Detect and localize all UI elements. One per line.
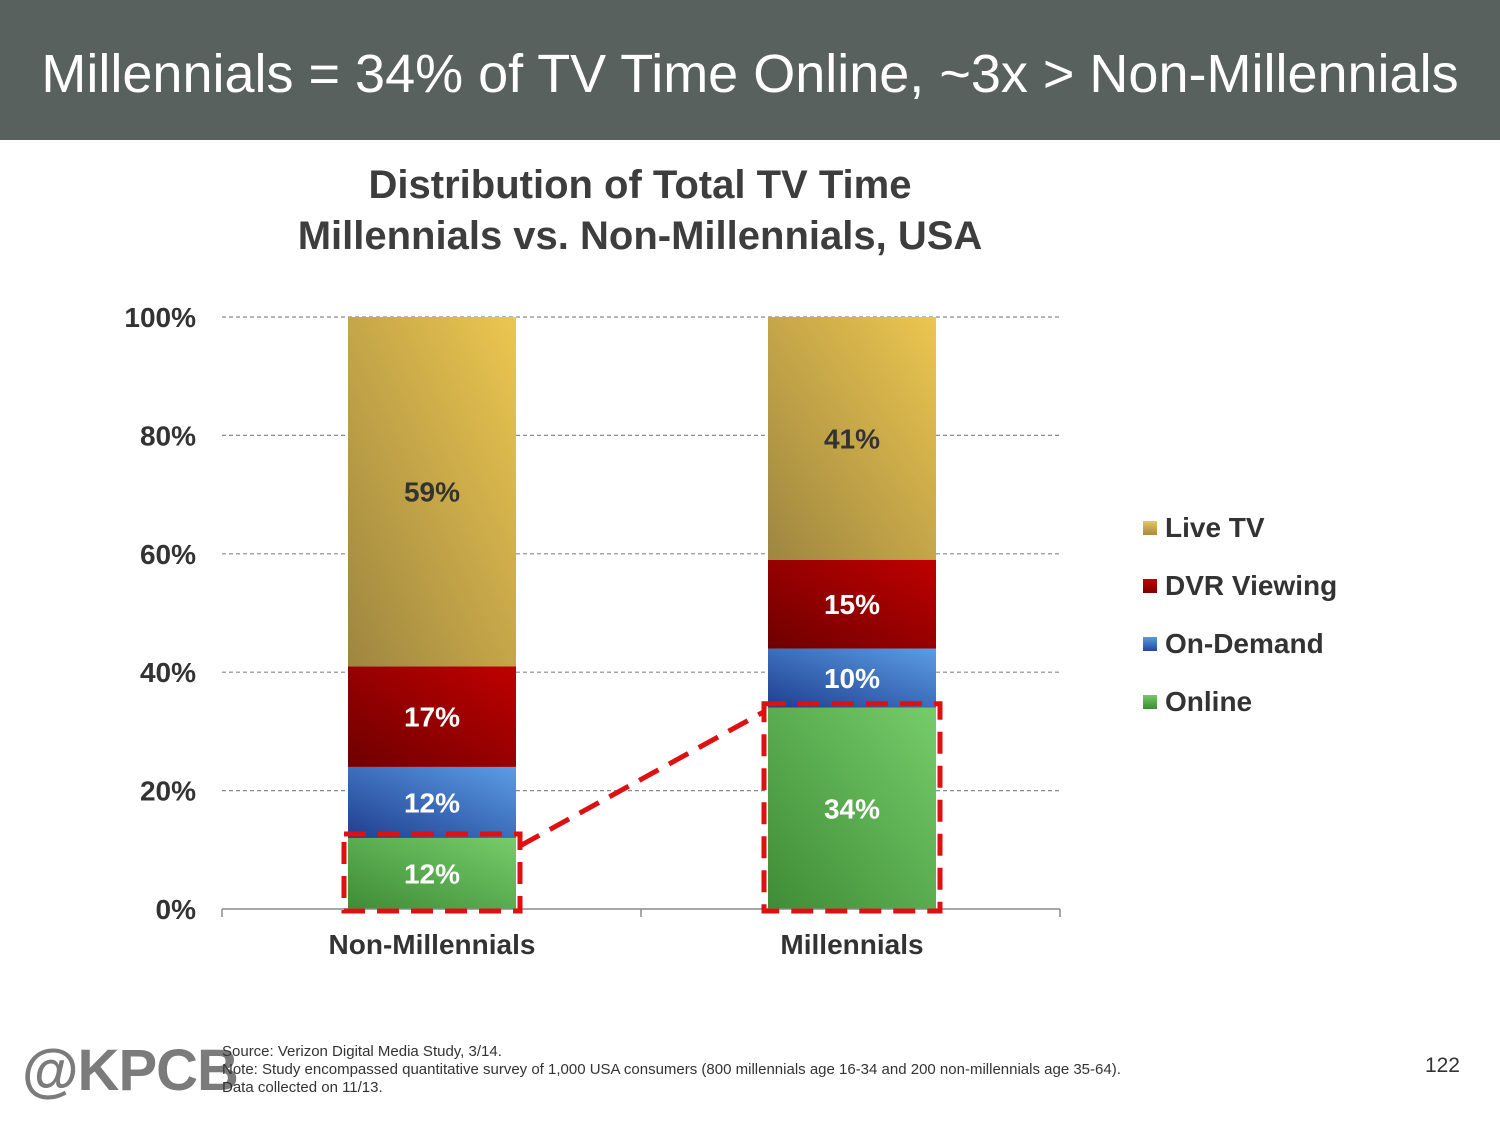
legend-swatch-on-demand [1143,637,1157,651]
chart-subtitle: Millennials vs. Non-Millennials, USA [297,214,983,258]
footnotes: Source: Verizon Digital Media Study, 3/1… [222,1043,1121,1097]
y-tick-label: 20% [140,776,196,807]
chart-title-block: Distribution of Total TV Time Millennial… [140,160,1140,262]
highlight-connector [518,709,766,849]
chart-title: Distribution of Total TV Time [368,163,912,207]
data-label-on-demand-millennials: 10% [824,663,880,694]
legend-item-on-demand: On-Demand [1143,626,1463,662]
slide-title: Millennials = 34% of TV Time Online, ~3x… [41,44,1459,104]
legend-item-dvr-viewing: DVR Viewing [1143,568,1463,604]
data-label-live-tv-millennials: 41% [824,423,880,454]
legend-swatch-live-tv [1143,521,1157,535]
page-number: 122 [1424,1054,1460,1077]
legend-label-dvr-viewing: DVR Viewing [1165,570,1338,601]
bars [348,317,936,909]
bar-dvr-viewing-non-millennials [348,666,516,767]
labels: 12% 12% 17% 59% 34% 10% 15% 41% [404,423,880,889]
highlight-box-millennials [761,701,943,914]
y-tick-label: 0% [156,894,197,925]
y-tick-label: 40% [140,657,196,688]
data-label-on-demand-non-millennials: 12% [404,787,460,818]
data-label-dvr-viewing-millennials: 15% [824,589,880,620]
legend-swatch-online [1143,695,1157,709]
axes: 0% 20% 40% 60% 80% 100% Non-Millennials Millenn… [124,302,1061,960]
x-tick-label-millennials: Millennials [780,929,923,960]
highlight-box-non-millennials [341,831,523,914]
source-note: Source: Verizon Digital Media Study, 3/1… [222,1043,502,1060]
bar-online-millennials [768,707,936,909]
kpcb-logo: @KPCB [22,1038,239,1103]
title-bar [0,0,1500,140]
collection-note: Data collected on 11/13. [222,1079,383,1096]
x-tick-label-non-millennials: Non-Millennials [329,929,536,960]
bar-live-tv-non-millennials [348,317,516,667]
y-tick-label: 100% [124,302,196,333]
legend-label-on-demand: On-Demand [1165,628,1324,659]
bar-online-non-millennials [348,837,516,909]
data-label-online-millennials: 34% [824,793,880,824]
legend-label-online: Online [1165,686,1253,717]
legend-item-live-tv: Live TV [1143,510,1463,546]
bar-live-tv-millennials [768,317,936,560]
legend-label-live-tv: Live TV [1165,512,1265,543]
legend-swatch-dvr-viewing [1143,579,1157,593]
bar-dvr-viewing-millennials [768,559,936,649]
legend-item-online: Online [1143,684,1463,720]
data-label-live-tv-non-millennials: 59% [404,477,460,508]
y-tick-label: 80% [140,420,196,451]
methodology-note: Note: Study encompassed quantitative sur… [222,1061,1121,1078]
data-label-online-non-millennials: 12% [404,858,460,889]
y-tick-label: 60% [140,539,196,570]
bar-on-demand-millennials [768,648,936,708]
bar-on-demand-non-millennials [348,766,516,838]
data-label-dvr-viewing-non-millennials: 17% [404,702,460,733]
highlight-annotation [341,701,943,914]
